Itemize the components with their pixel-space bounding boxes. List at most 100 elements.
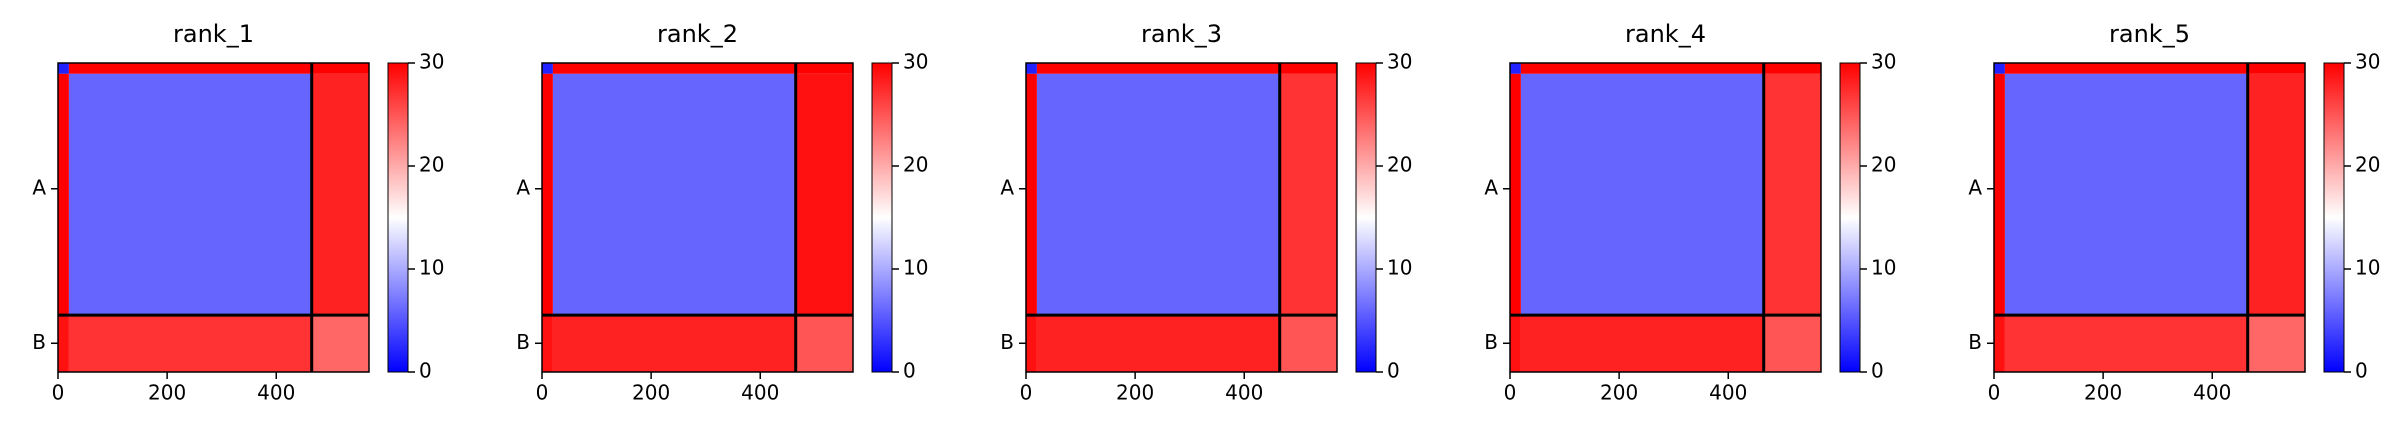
y-tick-label: B xyxy=(1000,330,1014,354)
colorbar-tick-label: 10 xyxy=(903,256,928,280)
heatmap-cell xyxy=(2247,73,2305,316)
heatmap-cell xyxy=(1026,315,1037,372)
heatmap-cell xyxy=(1763,63,1821,74)
x-tick-label: 200 xyxy=(148,381,186,405)
y-tick-label: A xyxy=(516,175,530,199)
heatmap-cell xyxy=(2004,315,2248,372)
heatmap-cell xyxy=(311,73,369,316)
colorbar-tick-label: 10 xyxy=(2355,256,2380,280)
heatmap-cell xyxy=(1510,73,1521,316)
chart-title: rank_5 xyxy=(2109,20,2190,48)
y-tick-label: B xyxy=(516,330,530,354)
heatmap-cell xyxy=(542,63,553,74)
heatmap-cell xyxy=(58,63,69,74)
x-tick-label: 400 xyxy=(257,381,295,405)
x-tick-label: 400 xyxy=(741,381,779,405)
heatmap-cell xyxy=(1279,315,1337,372)
heatmap-cell xyxy=(2004,73,2248,316)
x-tick-label: 200 xyxy=(632,381,670,405)
heatmap-cell xyxy=(68,315,312,372)
y-tick-label: A xyxy=(1000,175,1014,199)
heatmap-cell xyxy=(1520,315,1764,372)
heatmap-cell xyxy=(552,73,796,316)
heatmap-cell xyxy=(1279,63,1337,74)
heatmap-cell xyxy=(1520,63,1764,74)
heatmap-cell xyxy=(552,315,796,372)
x-tick-label: 0 xyxy=(1020,381,1033,405)
heatmap-cell xyxy=(1994,73,2005,316)
heatmap-cell xyxy=(795,73,853,316)
heatmap-cell xyxy=(68,73,312,316)
heatmap-cell xyxy=(58,315,69,372)
heatmap-cell xyxy=(1520,73,1764,316)
heatmap-cell xyxy=(1279,73,1337,316)
colorbar-tick-label: 0 xyxy=(1387,359,1400,383)
x-tick-label: 0 xyxy=(52,381,65,405)
plot-frame xyxy=(1509,62,1822,373)
y-tick-label: B xyxy=(1968,330,1982,354)
panel: rank_4 0 200 400 A B 0 10 20 30 xyxy=(1484,20,1896,405)
heatmap-cell xyxy=(1036,315,1280,372)
colorbar-tick-label: 30 xyxy=(1387,50,1412,74)
colorbar-tick-label: 10 xyxy=(419,256,444,280)
plot-frame xyxy=(1025,62,1338,373)
heatmap-cell xyxy=(1026,63,1037,74)
heatmap-cell xyxy=(68,63,312,74)
panel: rank_5 0 200 400 A B 0 10 20 30 xyxy=(1968,20,2380,405)
colorbar xyxy=(1355,62,1377,373)
panel: rank_3 0 200 400 A B 0 10 20 30 xyxy=(1000,20,1412,405)
chart-title: rank_1 xyxy=(173,20,254,48)
chart-title: rank_4 xyxy=(1625,20,1706,48)
chart-title: rank_3 xyxy=(1141,20,1222,48)
x-tick-label: 0 xyxy=(1988,381,2001,405)
heatmap-cell xyxy=(2247,63,2305,74)
colorbar-tick-label: 0 xyxy=(903,359,916,383)
panel: rank_1 0 200 400 A B 0 10 20 30 xyxy=(32,20,444,405)
heatmap-cell xyxy=(1994,63,2005,74)
y-tick-label: B xyxy=(1484,330,1498,354)
colorbar-tick-label: 20 xyxy=(1387,153,1412,177)
heatmap-cell xyxy=(795,315,853,372)
heatmap-cell xyxy=(1036,63,1280,74)
x-tick-label: 0 xyxy=(1504,381,1517,405)
x-tick-label: 400 xyxy=(2193,381,2231,405)
panel: rank_2 0 200 400 A B 0 10 20 30 xyxy=(516,20,928,405)
x-tick-label: 400 xyxy=(1225,381,1263,405)
colorbar-tick-label: 20 xyxy=(1871,153,1896,177)
colorbar xyxy=(871,62,893,373)
x-tick-label: 200 xyxy=(1600,381,1638,405)
colorbar-tick-label: 30 xyxy=(1871,50,1896,74)
heatmap-cell xyxy=(542,73,553,316)
heatmap-cell xyxy=(311,315,369,372)
heatmap-cell xyxy=(542,315,553,372)
plot-frame xyxy=(1993,62,2306,373)
x-tick-label: 400 xyxy=(1709,381,1747,405)
heatmap-cell xyxy=(1510,315,1521,372)
x-tick-label: 0 xyxy=(536,381,549,405)
y-tick-label: A xyxy=(32,175,46,199)
heatmap-cell xyxy=(1994,315,2005,372)
heatmap-cell xyxy=(795,63,853,74)
chart-title: rank_2 xyxy=(657,20,738,48)
colorbar-tick-label: 20 xyxy=(2355,153,2380,177)
heatmap-cell xyxy=(1763,315,1821,372)
colorbar-tick-label: 0 xyxy=(2355,359,2368,383)
colorbar-tick-label: 10 xyxy=(1871,256,1896,280)
heatmap-cell xyxy=(1510,63,1521,74)
y-tick-label: A xyxy=(1968,175,1982,199)
y-tick-label: A xyxy=(1484,175,1498,199)
colorbar-tick-label: 30 xyxy=(2355,50,2380,74)
x-tick-label: 200 xyxy=(1116,381,1154,405)
colorbar xyxy=(2323,62,2345,373)
colorbar-tick-label: 30 xyxy=(903,50,928,74)
heatmap-cell xyxy=(552,63,796,74)
heatmap-cell xyxy=(1036,73,1280,316)
colorbar-tick-label: 10 xyxy=(1387,256,1412,280)
colorbar-tick-label: 0 xyxy=(419,359,432,383)
colorbar xyxy=(1839,62,1861,373)
colorbar xyxy=(387,62,409,373)
heatmap-cell xyxy=(1026,73,1037,316)
heatmap-cell xyxy=(2247,315,2305,372)
